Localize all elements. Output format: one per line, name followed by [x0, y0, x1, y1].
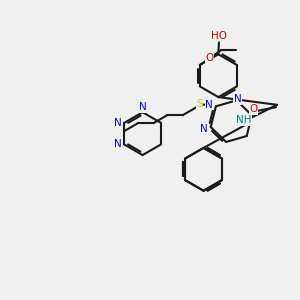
Text: O: O — [249, 104, 257, 114]
Text: O: O — [205, 53, 214, 64]
Text: N: N — [206, 100, 213, 110]
Text: S: S — [196, 99, 203, 109]
Text: N: N — [114, 118, 122, 128]
Text: N: N — [200, 124, 208, 134]
Text: N: N — [139, 102, 146, 112]
Text: N: N — [234, 94, 242, 104]
Text: NH: NH — [236, 116, 251, 125]
Text: N: N — [114, 140, 122, 149]
Text: HO: HO — [211, 31, 227, 41]
